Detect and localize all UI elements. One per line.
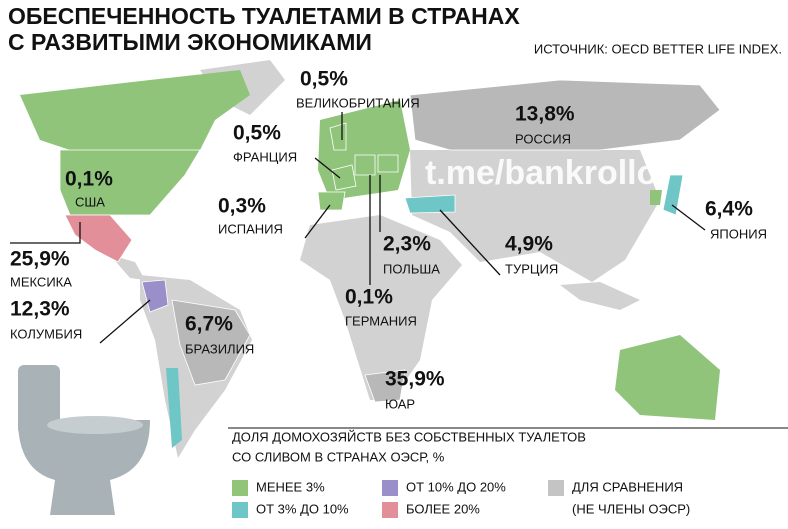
legend-label: ОТ 3% ДО 10%	[256, 501, 349, 516]
leader-line	[304, 204, 331, 239]
country-value: 4,9%	[505, 233, 553, 256]
country-shape	[404, 194, 456, 214]
leader-line	[671, 204, 706, 231]
country-name: ИСПАНИЯ	[218, 221, 283, 236]
country-value: 0,5%	[300, 68, 348, 91]
legend-label: ДЛЯ СРАВНЕНИЯ	[572, 479, 683, 494]
country-shape	[64, 214, 133, 263]
legend-panel	[225, 420, 788, 529]
legend-swatch	[548, 480, 564, 496]
country-shape	[171, 299, 251, 386]
landmass	[650, 190, 662, 205]
country-shape	[409, 79, 721, 151]
countries	[59, 79, 721, 403]
legend-label: МЕНЕЕ 3%	[256, 479, 325, 494]
legend-swatch	[232, 480, 248, 496]
leader-line	[314, 157, 341, 179]
country-shape	[377, 154, 399, 173]
legend-title: ДОЛЯ ДОМОХОЗЯЙСТВ БЕЗ СОБСТВЕННЫХ ТУАЛЕТ…	[232, 429, 586, 444]
landmass	[300, 215, 462, 400]
title-line: ОБЕСПЕЧЕННОСТЬ ТУАЛЕТАМИ В СТРАНАХ	[8, 3, 520, 29]
title-line: С РАЗВИТЫМИ ЭКОНОМИКАМИ	[8, 29, 372, 55]
legend-title: СО СЛИВОМ В СТРАНАХ ОЭСР, %	[232, 449, 445, 464]
country-name: США	[75, 194, 105, 209]
watermark: t.me/bankrollo	[425, 154, 657, 192]
leader-line	[439, 209, 501, 276]
landmass	[318, 100, 410, 200]
legend-swatch	[382, 502, 398, 518]
country-value: 0,3%	[218, 195, 266, 218]
landmass	[615, 335, 720, 420]
bowl	[18, 420, 150, 515]
source: ИСТОЧНИК: OECD BETTER LIFE INDEX.	[534, 41, 782, 56]
country-shape	[317, 191, 346, 211]
legend: ДОЛЯ ДОМОХОЗЯЙСТВ БЕЗ СОБСТВЕННЫХ ТУАЛЕТ…	[228, 427, 788, 518]
country-shape	[364, 369, 406, 403]
landmass	[410, 150, 660, 282]
toilet-icon	[18, 365, 150, 515]
country-name: ГЕРМАНИЯ	[345, 313, 417, 328]
country-value: 6,4%	[705, 198, 753, 221]
landmass	[560, 282, 640, 310]
country-value: 0,5%	[233, 122, 281, 145]
country-name: ВЕЛИКОБРИТАНИЯ	[296, 95, 420, 110]
country-shape	[331, 164, 357, 191]
country-value: 13,8%	[515, 103, 575, 126]
country-name: ЮАР	[385, 396, 415, 411]
country-name: КОЛУМБИЯ	[10, 326, 82, 341]
country-shape	[354, 154, 376, 176]
legend-label: ОТ 10% ДО 20%	[406, 479, 506, 494]
country-name: РОССИЯ	[515, 131, 571, 146]
country-value: 25,9%	[10, 248, 70, 271]
leader-line	[10, 222, 81, 244]
country-value: 0,1%	[65, 168, 113, 191]
legend-label: (НЕ ЧЛЕНЫ ОЭСР)	[572, 501, 690, 516]
landmass	[20, 70, 250, 150]
country-name: МЕКСИКА	[10, 274, 72, 289]
country-name: ЯПОНИЯ	[710, 226, 767, 241]
country-value: 6,7%	[185, 313, 233, 336]
landmass	[166, 368, 182, 448]
country-value: 2,3%	[383, 233, 431, 256]
country-name: ФРАНЦИЯ	[233, 149, 297, 164]
country-value: 35,9%	[385, 368, 445, 391]
legend-swatch	[232, 502, 248, 518]
country-name: ТУРЦИЯ	[505, 261, 558, 276]
country-name: ПОЛЬША	[383, 261, 440, 276]
country-shape	[662, 174, 684, 216]
world-map	[20, 60, 766, 458]
country-value: 12,3%	[10, 298, 70, 321]
legend-swatch	[382, 480, 398, 496]
country-value: 0,1%	[345, 286, 393, 309]
country-shape	[59, 149, 201, 216]
country-name: БРАЗИЛИЯ	[185, 341, 254, 356]
seat	[47, 416, 143, 434]
leader-line	[99, 299, 151, 344]
tank	[18, 365, 60, 435]
legend-label: БОЛЕЕ 20%	[406, 501, 480, 516]
